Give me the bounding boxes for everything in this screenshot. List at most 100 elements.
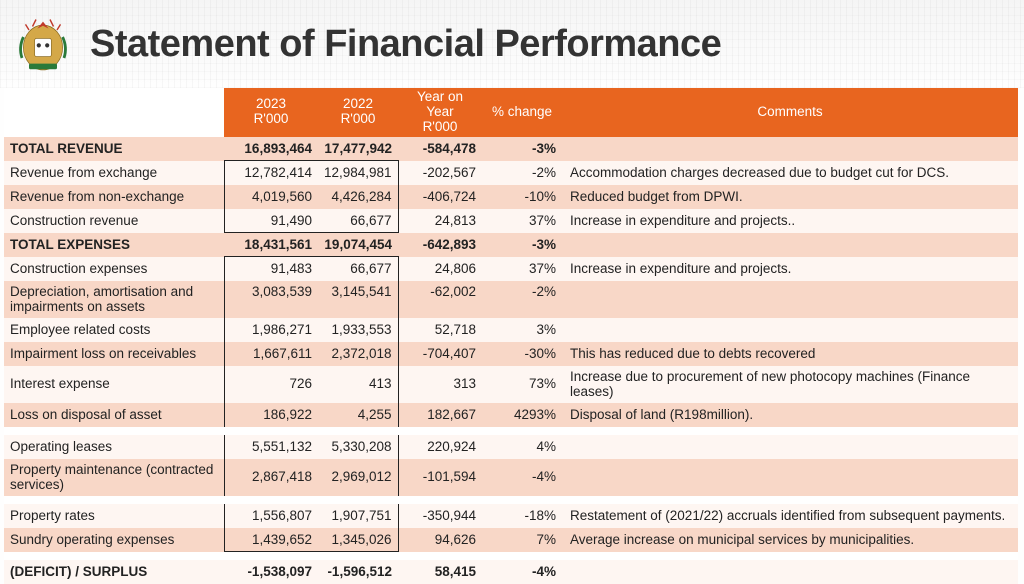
cell-yoy: -101,594	[398, 459, 482, 496]
cell-2022: 1,345,026	[318, 528, 398, 552]
table-row: Property maintenance (contracted service…	[4, 459, 1018, 496]
table-row: Construction revenue91,49066,67724,81337…	[4, 209, 1018, 233]
table-row	[4, 496, 1018, 504]
cell-2023: 16,893,464	[224, 137, 318, 161]
page-title: Statement of Financial Performance	[90, 23, 721, 66]
cell-comment	[562, 435, 1018, 459]
cell-comment: Restatement of (2021/22) accruals identi…	[562, 504, 1018, 528]
cell-pct: -2%	[482, 161, 562, 185]
cell-2022: 12,984,981	[318, 161, 398, 185]
cell-yoy: -350,944	[398, 504, 482, 528]
table-row: Construction expenses91,48366,67724,8063…	[4, 257, 1018, 281]
cell-yoy: -704,407	[398, 342, 482, 366]
cell-yoy: 52,718	[398, 318, 482, 342]
cell-comment: Increase in expenditure and projects..	[562, 209, 1018, 233]
row-label: TOTAL EXPENSES	[4, 233, 224, 257]
row-label: Employee related costs	[4, 318, 224, 342]
cell-yoy: 24,806	[398, 257, 482, 281]
cell-pct: 37%	[482, 257, 562, 281]
table-row: Property rates1,556,8071,907,751-350,944…	[4, 504, 1018, 528]
row-label: Sundry operating expenses	[4, 528, 224, 552]
table-row: Loss on disposal of asset186,9224,255182…	[4, 403, 1018, 427]
cell-2022: 1,933,553	[318, 318, 398, 342]
cell-comment	[562, 137, 1018, 161]
col-header-yoy: Year on YearR'000	[398, 88, 482, 137]
cell-2023: 1,439,652	[224, 528, 318, 552]
cell-2022: 5,330,208	[318, 435, 398, 459]
cell-comment	[562, 459, 1018, 496]
row-label: Property maintenance (contracted service…	[4, 459, 224, 496]
cell-2023: 1,667,611	[224, 342, 318, 366]
row-label: Construction revenue	[4, 209, 224, 233]
table-row: Revenue from exchange12,782,41412,984,98…	[4, 161, 1018, 185]
cell-2023: 91,490	[224, 209, 318, 233]
header: Statement of Financial Performance	[0, 0, 1024, 88]
cell-comment: Average increase on municipal services b…	[562, 528, 1018, 552]
col-header-2023: 2023R'000	[224, 88, 318, 137]
row-label: Impairment loss on receivables	[4, 342, 224, 366]
cell-yoy: 94,626	[398, 528, 482, 552]
cell-2023: 4,019,560	[224, 185, 318, 209]
cell-comment: Accommodation charges decreased due to b…	[562, 161, 1018, 185]
cell-2023: 1,556,807	[224, 504, 318, 528]
cell-pct: 3%	[482, 318, 562, 342]
cell-yoy: -202,567	[398, 161, 482, 185]
col-header-2022: 2022R'000	[318, 88, 398, 137]
cell-pct: -4%	[482, 459, 562, 496]
cell-yoy: -62,002	[398, 281, 482, 318]
cell-pct: -4%	[482, 560, 562, 584]
cell-2022: 66,677	[318, 257, 398, 281]
row-label: Loss on disposal of asset	[4, 403, 224, 427]
cell-2022: 413	[318, 366, 398, 403]
table-row: Interest expense72641331373%Increase due…	[4, 366, 1018, 403]
cell-2022: -1,596,512	[318, 560, 398, 584]
cell-2022: 66,677	[318, 209, 398, 233]
cell-yoy: -584,478	[398, 137, 482, 161]
cell-2023: 3,083,539	[224, 281, 318, 318]
cell-pct: 37%	[482, 209, 562, 233]
cell-comment	[562, 233, 1018, 257]
cell-pct: -3%	[482, 137, 562, 161]
cell-yoy: -406,724	[398, 185, 482, 209]
cell-2023: 91,483	[224, 257, 318, 281]
table-row: Sundry operating expenses1,439,6521,345,…	[4, 528, 1018, 552]
cell-2022: 2,372,018	[318, 342, 398, 366]
cell-comment	[562, 560, 1018, 584]
cell-2022: 2,969,012	[318, 459, 398, 496]
row-label: (DEFICIT) / SURPLUS	[4, 560, 224, 584]
cell-2023: 726	[224, 366, 318, 403]
row-label: Revenue from non-exchange	[4, 185, 224, 209]
row-label: Operating leases	[4, 435, 224, 459]
cell-pct: -2%	[482, 281, 562, 318]
col-header-pct: % change	[482, 88, 562, 137]
cell-2022: 1,907,751	[318, 504, 398, 528]
row-label: Construction expenses	[4, 257, 224, 281]
row-label: Property rates	[4, 504, 224, 528]
cell-2022: 17,477,942	[318, 137, 398, 161]
cell-comment: This has reduced due to debts recovered	[562, 342, 1018, 366]
cell-comment	[562, 318, 1018, 342]
cell-2022: 4,255	[318, 403, 398, 427]
cell-2022: 4,426,284	[318, 185, 398, 209]
cell-yoy: 182,667	[398, 403, 482, 427]
financial-table: 2023R'000 2022R'000 Year on YearR'000 % …	[4, 88, 1018, 584]
row-label: TOTAL REVENUE	[4, 137, 224, 161]
cell-pct: 7%	[482, 528, 562, 552]
cell-pct: -30%	[482, 342, 562, 366]
table-row: TOTAL EXPENSES18,431,56119,074,454-642,8…	[4, 233, 1018, 257]
table-row: Operating leases5,551,1325,330,208220,92…	[4, 435, 1018, 459]
table-row: (DEFICIT) / SURPLUS-1,538,097-1,596,5125…	[4, 560, 1018, 584]
crest-logo	[8, 9, 78, 79]
cell-2022: 19,074,454	[318, 233, 398, 257]
cell-2023: 186,922	[224, 403, 318, 427]
table-row: Revenue from non-exchange4,019,5604,426,…	[4, 185, 1018, 209]
table-header-row: 2023R'000 2022R'000 Year on YearR'000 % …	[4, 88, 1018, 137]
cell-yoy: 24,813	[398, 209, 482, 233]
row-label: Depreciation, amortisation and impairmen…	[4, 281, 224, 318]
row-label: Revenue from exchange	[4, 161, 224, 185]
cell-2023: 1,986,271	[224, 318, 318, 342]
cell-2023: 12,782,414	[224, 161, 318, 185]
cell-2023: 5,551,132	[224, 435, 318, 459]
cell-yoy: 313	[398, 366, 482, 403]
row-label: Interest expense	[4, 366, 224, 403]
